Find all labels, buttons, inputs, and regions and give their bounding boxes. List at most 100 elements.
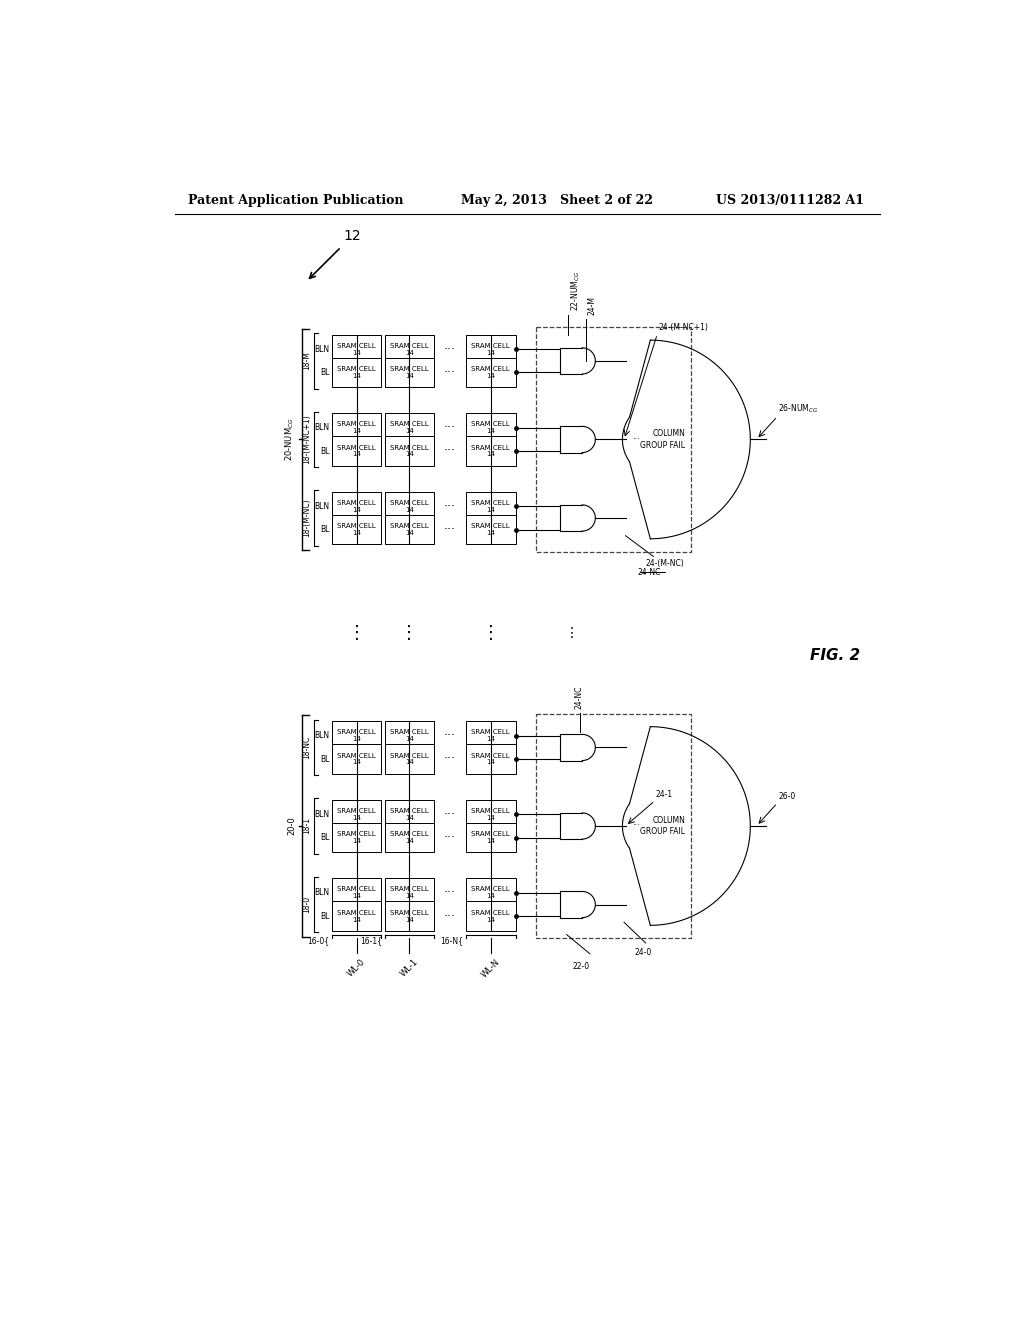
Text: BLN: BLN bbox=[314, 888, 330, 898]
Text: ···: ··· bbox=[444, 752, 456, 766]
Text: ⋮: ⋮ bbox=[564, 626, 579, 640]
Text: WL-0: WL-0 bbox=[346, 958, 368, 979]
Text: SRAM CELL
14: SRAM CELL 14 bbox=[337, 523, 376, 536]
Text: 26-0: 26-0 bbox=[778, 792, 796, 801]
Bar bbox=[332, 902, 381, 931]
Text: 12: 12 bbox=[343, 230, 361, 243]
Bar bbox=[466, 413, 515, 442]
Text: SRAM CELL
14: SRAM CELL 14 bbox=[471, 343, 510, 356]
Text: 18-1: 18-1 bbox=[303, 817, 311, 834]
Text: SRAM CELL
14: SRAM CELL 14 bbox=[471, 366, 510, 379]
Bar bbox=[385, 800, 434, 829]
Bar bbox=[332, 878, 381, 908]
Text: Patent Application Publication: Patent Application Publication bbox=[188, 194, 403, 207]
Text: 18-0: 18-0 bbox=[303, 896, 311, 913]
Bar bbox=[466, 800, 515, 829]
Text: SRAM CELL
14: SRAM CELL 14 bbox=[471, 421, 510, 434]
Bar bbox=[466, 515, 515, 544]
Bar bbox=[332, 413, 381, 442]
Text: SRAM CELL
14: SRAM CELL 14 bbox=[390, 500, 429, 513]
Text: ···: ··· bbox=[633, 436, 640, 444]
Text: SRAM CELL
14: SRAM CELL 14 bbox=[337, 343, 376, 356]
Bar bbox=[466, 822, 515, 853]
Text: BLN: BLN bbox=[314, 731, 330, 741]
Bar bbox=[385, 878, 434, 908]
Text: BL: BL bbox=[321, 525, 330, 535]
Text: ···: ··· bbox=[444, 445, 456, 458]
Text: SRAM CELL
14: SRAM CELL 14 bbox=[390, 832, 429, 843]
Bar bbox=[332, 492, 381, 521]
Text: SRAM CELL
14: SRAM CELL 14 bbox=[337, 500, 376, 513]
Text: 18-NC: 18-NC bbox=[303, 735, 311, 759]
Bar bbox=[332, 515, 381, 544]
Bar bbox=[385, 721, 434, 751]
Text: SRAM CELL
14: SRAM CELL 14 bbox=[471, 808, 510, 821]
Bar bbox=[385, 822, 434, 853]
Text: COLUMN
GROUP FAIL: COLUMN GROUP FAIL bbox=[640, 816, 685, 836]
Text: SRAM CELL
14: SRAM CELL 14 bbox=[390, 421, 429, 434]
Text: SRAM CELL
14: SRAM CELL 14 bbox=[471, 500, 510, 513]
Text: 22-NUM$_{CG}$: 22-NUM$_{CG}$ bbox=[569, 271, 583, 312]
Text: 16-0{: 16-0{ bbox=[307, 936, 330, 945]
Text: SRAM CELL
14: SRAM CELL 14 bbox=[471, 752, 510, 766]
Text: SRAM CELL
14: SRAM CELL 14 bbox=[337, 752, 376, 766]
Bar bbox=[385, 515, 434, 544]
Text: SRAM CELL
14: SRAM CELL 14 bbox=[390, 366, 429, 379]
Text: ···: ··· bbox=[444, 887, 456, 899]
Text: 20-0: 20-0 bbox=[287, 817, 296, 836]
Text: ···: ··· bbox=[444, 500, 456, 513]
Text: 24-NC: 24-NC bbox=[638, 568, 662, 577]
Text: BL: BL bbox=[321, 368, 330, 378]
Bar bbox=[385, 335, 434, 364]
Text: 24-M: 24-M bbox=[588, 296, 597, 314]
Bar bbox=[385, 413, 434, 442]
Text: ···: ··· bbox=[444, 730, 456, 742]
Text: US 2013/0111282 A1: US 2013/0111282 A1 bbox=[716, 194, 864, 207]
Text: BLN: BLN bbox=[314, 810, 330, 818]
Text: SRAM CELL
14: SRAM CELL 14 bbox=[337, 366, 376, 379]
Text: 24-0: 24-0 bbox=[634, 948, 651, 957]
Text: BL: BL bbox=[321, 446, 330, 455]
Bar bbox=[385, 358, 434, 387]
Text: BL: BL bbox=[321, 833, 330, 842]
Text: BLN: BLN bbox=[314, 502, 330, 511]
Text: SRAM CELL
14: SRAM CELL 14 bbox=[390, 730, 429, 742]
Text: SRAM CELL
14: SRAM CELL 14 bbox=[390, 887, 429, 899]
Text: SRAM CELL
14: SRAM CELL 14 bbox=[337, 730, 376, 742]
Text: BL: BL bbox=[321, 912, 330, 920]
Text: ···: ··· bbox=[444, 909, 456, 923]
Text: SRAM CELL
14: SRAM CELL 14 bbox=[390, 909, 429, 923]
Text: 26-NUM$_{CG}$: 26-NUM$_{CG}$ bbox=[778, 403, 818, 414]
Text: SRAM CELL
14: SRAM CELL 14 bbox=[337, 421, 376, 434]
Text: 24-1: 24-1 bbox=[655, 791, 673, 799]
Text: ···: ··· bbox=[444, 808, 456, 821]
Text: SRAM CELL
14: SRAM CELL 14 bbox=[337, 808, 376, 821]
Text: ···: ··· bbox=[444, 343, 456, 356]
Text: SRAM CELL
14: SRAM CELL 14 bbox=[390, 523, 429, 536]
Bar bbox=[466, 721, 515, 751]
Bar bbox=[332, 744, 381, 774]
Bar bbox=[385, 744, 434, 774]
Text: ⋮: ⋮ bbox=[481, 624, 500, 642]
Bar bbox=[466, 878, 515, 908]
Text: 18-(M-NC): 18-(M-NC) bbox=[303, 499, 311, 537]
Bar bbox=[332, 721, 381, 751]
Text: WL-1: WL-1 bbox=[398, 958, 420, 979]
Bar bbox=[332, 822, 381, 853]
Text: SRAM CELL
14: SRAM CELL 14 bbox=[337, 887, 376, 899]
Text: SRAM CELL
14: SRAM CELL 14 bbox=[471, 887, 510, 899]
Text: SRAM CELL
14: SRAM CELL 14 bbox=[337, 832, 376, 843]
Text: COLUMN
GROUP FAIL: COLUMN GROUP FAIL bbox=[640, 429, 685, 450]
Bar bbox=[537, 714, 691, 939]
Bar bbox=[332, 437, 381, 466]
Bar bbox=[466, 492, 515, 521]
Text: SRAM CELL
14: SRAM CELL 14 bbox=[471, 832, 510, 843]
Text: FIG. 2: FIG. 2 bbox=[810, 648, 860, 664]
Text: 24-(M-NC+1): 24-(M-NC+1) bbox=[658, 323, 708, 333]
Text: 18-M: 18-M bbox=[303, 351, 311, 371]
Bar bbox=[466, 335, 515, 364]
Text: 22-0: 22-0 bbox=[572, 961, 590, 970]
Text: BL: BL bbox=[321, 755, 330, 763]
Bar bbox=[385, 902, 434, 931]
Text: ···: ··· bbox=[444, 421, 456, 434]
